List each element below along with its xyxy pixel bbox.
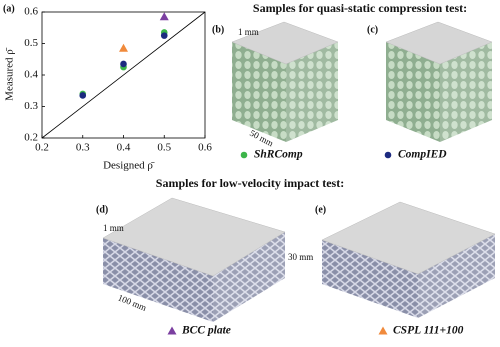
legend-marker — [167, 326, 177, 335]
data-point — [160, 32, 168, 39]
y-tick-label: 0.5 — [24, 37, 38, 49]
heading: Samples for quasi-static compression tes… — [253, 1, 467, 15]
cube-image — [385, 21, 493, 142]
x-axis-label: Designed ρ̄ — [103, 160, 155, 172]
legend-marker — [240, 151, 248, 159]
legend-label: CSPL 111+100 — [393, 325, 464, 337]
y-axis-label: Measured ρ̄ — [4, 47, 16, 101]
x-tick-label: 0.3 — [76, 142, 90, 154]
legend-label: CompIED — [398, 149, 447, 161]
y-tick-label: 0.4 — [24, 69, 38, 81]
dimension-label: 30 mm — [288, 252, 313, 262]
plate-image — [102, 197, 286, 322]
y-tick-label: 0.6 — [24, 6, 38, 18]
panel-label: (e) — [315, 204, 326, 215]
plate-image — [321, 201, 496, 318]
x-tick-label: 0.5 — [157, 142, 171, 154]
x-tick-label: 0.4 — [117, 142, 131, 154]
legend-marker — [384, 151, 392, 159]
x-tick-label: 0.2 — [35, 142, 49, 154]
data-point — [159, 12, 169, 21]
heading: Samples for low-velocity impact test: — [156, 176, 344, 190]
panel-label: (d) — [96, 204, 108, 215]
y-tick-label: 0.3 — [24, 100, 38, 112]
data-point — [120, 60, 127, 68]
panel-label: (b) — [212, 24, 224, 35]
dimension-label: 1 mm — [103, 223, 124, 233]
legend-label: ShRComp — [254, 149, 303, 161]
x-tick-label: 0.6 — [198, 142, 212, 154]
y-tick-label: 0.2 — [24, 132, 38, 144]
data-point — [79, 92, 87, 99]
legend-marker — [378, 326, 388, 335]
panel-label: (c) — [367, 24, 378, 35]
legend-label: BCC plate — [181, 325, 231, 337]
cube-image — [231, 21, 339, 142]
diagonal-line — [41, 11, 206, 139]
panel-label: (a) — [3, 3, 15, 14]
data-point — [119, 43, 128, 52]
dimension-label: 1 mm — [238, 27, 259, 37]
